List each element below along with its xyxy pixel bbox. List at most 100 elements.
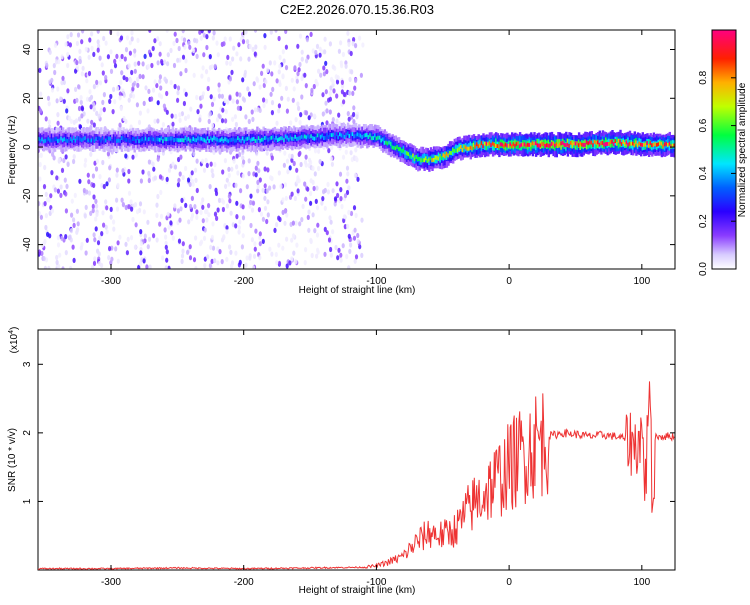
heatmap-cell <box>311 165 315 171</box>
heatmap-cell <box>296 136 299 141</box>
spectrogram-y-label: Frequency (Hz) <box>7 116 18 185</box>
heatmap-cell <box>592 143 595 148</box>
heatmap-cell <box>241 39 246 45</box>
heatmap-cell <box>202 52 206 58</box>
heatmap-cell <box>187 136 191 141</box>
heatmap-cell <box>241 96 245 102</box>
heatmap-cell <box>507 144 511 148</box>
heatmap-cell <box>102 92 106 98</box>
heatmap-cell <box>210 168 214 174</box>
heatmap-cell <box>203 256 207 262</box>
heatmap-cell <box>72 222 76 228</box>
heatmap-cell <box>307 133 310 138</box>
heatmap-cell <box>182 100 186 107</box>
heatmap-cell <box>283 220 287 226</box>
heatmap-cell <box>380 138 383 143</box>
heatmap-cell <box>129 235 134 241</box>
heatmap-cell <box>53 69 57 76</box>
heatmap-cell <box>303 181 307 187</box>
heatmap-cell <box>162 139 165 144</box>
heatmap-cell <box>256 188 260 194</box>
heatmap-cell <box>300 217 304 223</box>
heatmap-cell <box>601 141 605 145</box>
heatmap-cell <box>88 89 92 95</box>
heatmap-cell <box>139 250 143 256</box>
heatmap-cell <box>131 82 135 88</box>
heatmap-cell <box>225 256 229 262</box>
heatmap-cell <box>77 105 82 112</box>
heatmap-cell <box>589 140 592 145</box>
heatmap-cell <box>143 134 146 143</box>
heatmap-cell <box>45 197 50 203</box>
heatmap-cell <box>125 138 128 142</box>
heatmap-cell <box>107 177 111 183</box>
heatmap-cell <box>95 110 99 116</box>
heatmap-cell <box>360 217 364 223</box>
heatmap-cell <box>307 209 311 215</box>
heatmap-cell <box>76 32 81 38</box>
heatmap-cell <box>58 134 62 143</box>
heatmap-cell <box>349 150 353 156</box>
heatmap-cell <box>109 68 114 74</box>
heatmap-cell <box>277 103 281 109</box>
snr-frame <box>37 329 676 571</box>
heatmap-cell <box>325 69 329 75</box>
heatmap-cell <box>266 167 270 173</box>
heatmap-cell <box>84 250 88 256</box>
heatmap-cell <box>146 219 150 225</box>
heatmap-cell <box>156 100 160 106</box>
heatmap-cell <box>327 237 332 243</box>
heatmap-cell <box>432 157 436 162</box>
heatmap-cell <box>284 134 288 139</box>
heatmap-cell <box>342 134 345 138</box>
heatmap-cell <box>66 62 70 69</box>
heatmap-cell <box>79 99 83 105</box>
heatmap-cell <box>597 140 600 145</box>
heatmap-cell <box>268 246 272 252</box>
heatmap-cell <box>117 138 120 143</box>
heatmap-cell <box>182 37 187 43</box>
heatmap-cell <box>254 44 258 50</box>
heatmap-cell <box>97 113 101 119</box>
y-tick-label: -20 <box>22 188 33 203</box>
heatmap-cell <box>228 198 232 204</box>
heatmap-cell <box>262 137 265 142</box>
snr-panel: -300 -200 -100 0 100 1 2 3 Height of straight … <box>7 327 676 596</box>
heatmap-cell <box>235 164 239 170</box>
heatmap-cell <box>372 136 375 140</box>
heatmap-cell <box>318 159 322 165</box>
heatmap-cell <box>75 40 79 47</box>
heatmap-cell <box>113 63 118 69</box>
heatmap-cell <box>170 230 174 236</box>
heatmap-cell <box>227 172 231 178</box>
heatmap-cell <box>182 138 186 143</box>
heatmap-cell <box>147 88 151 94</box>
heatmap-cell <box>169 220 173 226</box>
x-tick-label: 100 <box>633 577 650 588</box>
heatmap-cell <box>270 110 274 116</box>
heatmap-cell <box>321 196 325 202</box>
heatmap-cell <box>397 147 401 151</box>
heatmap-cell <box>173 83 177 90</box>
heatmap-cell <box>542 142 546 147</box>
heatmap-cell <box>201 158 205 164</box>
heatmap-cell <box>261 187 265 193</box>
heatmap-cell <box>593 140 597 150</box>
heatmap-cell <box>98 137 101 146</box>
heatmap-cell <box>228 76 232 82</box>
heatmap-cell <box>627 142 630 147</box>
heatmap-cell <box>370 136 374 141</box>
heatmap-cell <box>217 82 221 88</box>
heatmap-cell <box>237 42 241 48</box>
heatmap-cell <box>418 156 421 166</box>
heatmap-cell <box>42 184 47 190</box>
heatmap-cell <box>425 156 428 161</box>
heatmap-cell <box>89 210 93 216</box>
heatmap-cell <box>503 144 506 149</box>
heatmap-cell <box>620 142 624 146</box>
heatmap-cell <box>563 142 566 147</box>
heatmap-cell <box>243 139 246 144</box>
heatmap-cell <box>186 137 189 142</box>
heatmap-cell <box>210 234 214 240</box>
heatmap-cell <box>256 179 260 185</box>
